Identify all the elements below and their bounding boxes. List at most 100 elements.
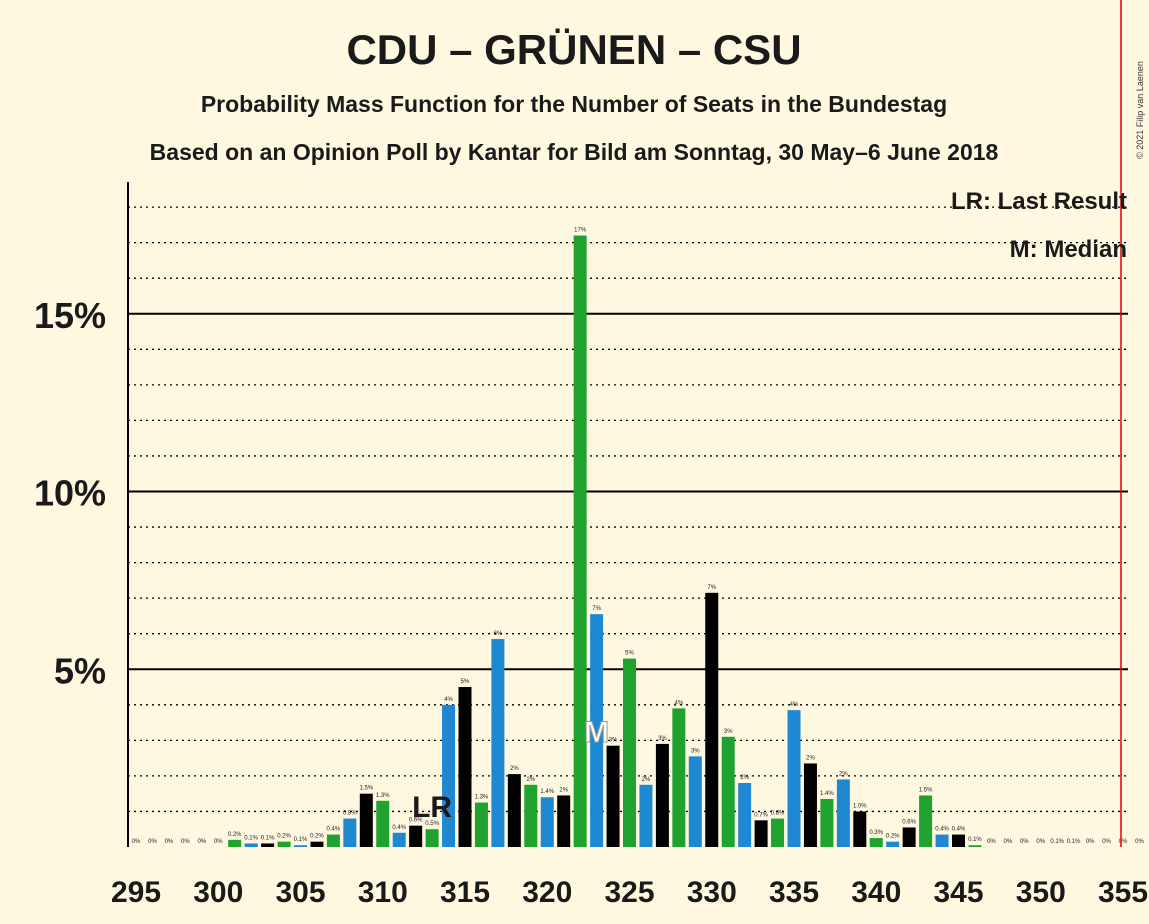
bar-value-label: 0.4% bbox=[392, 825, 406, 831]
bar-value-label: 1.3% bbox=[475, 795, 489, 801]
bar-value-label: 0.7% bbox=[754, 812, 768, 818]
y-tick-label: 5% bbox=[54, 650, 106, 691]
bar-value-label: 0.2% bbox=[228, 832, 242, 838]
bar-seat-318 bbox=[507, 774, 521, 847]
bar-seat-340 bbox=[869, 838, 883, 847]
bar-value-label: 0% bbox=[1020, 839, 1029, 845]
bar-seat-339 bbox=[853, 811, 867, 847]
x-tick-label: 315 bbox=[440, 876, 490, 909]
bar-seat-345 bbox=[952, 834, 965, 847]
bar-value-label: 0% bbox=[148, 839, 157, 845]
bar-value-label: 0% bbox=[1135, 839, 1144, 845]
bar-value-label: 2% bbox=[740, 775, 749, 781]
x-tick-label: 340 bbox=[851, 876, 901, 909]
bar-value-label: 0% bbox=[1004, 839, 1013, 845]
bar-value-label: 3% bbox=[609, 738, 618, 744]
median-marker: M bbox=[584, 716, 609, 749]
x-tick-label: 295 bbox=[111, 876, 161, 909]
bar-value-label: 7% bbox=[592, 606, 601, 612]
bar-value-label: 2% bbox=[559, 787, 568, 793]
bar-value-label: 0.1% bbox=[1050, 839, 1064, 845]
bar-value-label: 5% bbox=[625, 651, 634, 657]
bar-value-label: 0.1% bbox=[244, 835, 258, 841]
x-tick-label: 325 bbox=[604, 876, 654, 909]
bar-value-label: 4% bbox=[444, 697, 453, 703]
chart-subtitle-2: Based on an Opinion Poll by Kantar for B… bbox=[150, 139, 999, 165]
bar-value-label: 0.6% bbox=[409, 818, 423, 824]
x-tick-label: 350 bbox=[1016, 876, 1066, 909]
bar-value-label: 1.0% bbox=[853, 803, 867, 809]
x-tick-label: 305 bbox=[275, 876, 325, 909]
bar-value-label: 1.3% bbox=[376, 793, 390, 799]
bar-value-label: 1.5% bbox=[359, 786, 373, 792]
bar-value-label: 0% bbox=[987, 839, 996, 845]
bar-value-label: 0.8% bbox=[771, 811, 785, 817]
bar-seat-308 bbox=[343, 818, 357, 847]
bars bbox=[228, 235, 982, 848]
bar-value-label: 0.4% bbox=[935, 827, 949, 833]
bar-value-label: 3% bbox=[658, 736, 667, 742]
chart-subtitle: Probability Mass Function for the Number… bbox=[201, 91, 947, 117]
bar-seat-312 bbox=[409, 825, 423, 847]
bar-seat-320 bbox=[540, 797, 554, 847]
bar-seat-317 bbox=[491, 639, 505, 847]
bar-seat-301 bbox=[228, 839, 242, 847]
bar-seat-328 bbox=[672, 708, 686, 847]
bar-value-label: 0% bbox=[132, 839, 141, 845]
bar-value-label: 3% bbox=[691, 748, 700, 754]
bar-value-label: 0% bbox=[214, 839, 223, 845]
bar-value-label: 0% bbox=[165, 839, 174, 845]
x-tick-label: 345 bbox=[933, 876, 983, 909]
bar-value-label: 6% bbox=[494, 631, 503, 637]
bar-seat-325 bbox=[623, 658, 636, 847]
bar-value-label: 0% bbox=[197, 839, 206, 845]
bar-seat-314 bbox=[442, 704, 456, 847]
bar-value-label: 17% bbox=[574, 228, 587, 234]
bar-value-label: 0% bbox=[181, 839, 190, 845]
bar-value-label: 0.6% bbox=[902, 819, 916, 825]
bar-value-label: 0% bbox=[1102, 839, 1111, 845]
bar-value-label: 0% bbox=[1119, 839, 1128, 845]
bar-seat-343 bbox=[919, 795, 933, 847]
last-result-marker: LR bbox=[412, 791, 452, 824]
bar-value-label: 4% bbox=[675, 700, 684, 706]
chart-title: CDU – GRÜNEN – CSU bbox=[346, 26, 801, 73]
bar-value-label: 0.5% bbox=[425, 821, 439, 827]
legend-median: M: Median bbox=[1010, 236, 1127, 263]
bar-value-label: 4% bbox=[790, 702, 799, 708]
bar-seat-335 bbox=[787, 710, 801, 847]
bar-seat-346 bbox=[968, 845, 982, 847]
markers: LR M bbox=[412, 0, 1122, 847]
bar-seat-302 bbox=[244, 843, 258, 847]
bar-seat-338 bbox=[836, 779, 850, 847]
bar-seat-326 bbox=[639, 784, 653, 847]
bar-value-label: 3% bbox=[724, 729, 733, 735]
bar-value-label: 2% bbox=[510, 766, 519, 772]
bar-value-label: 7% bbox=[707, 585, 716, 591]
bar-value-label: 0% bbox=[1036, 839, 1045, 845]
bar-seat-310 bbox=[376, 800, 390, 847]
bar-seat-331 bbox=[721, 736, 735, 847]
bar-seat-337 bbox=[820, 799, 834, 847]
bar-value-label: 1.4% bbox=[820, 791, 834, 797]
bar-seat-306 bbox=[310, 841, 324, 847]
bar-value-label: 0.1% bbox=[294, 837, 308, 843]
bar-seat-321 bbox=[557, 795, 571, 847]
bar-seat-322 bbox=[573, 235, 587, 848]
x-tick-label: 320 bbox=[522, 876, 572, 909]
bar-value-label: 0.2% bbox=[310, 834, 324, 840]
bar-seat-323 bbox=[590, 614, 604, 847]
bar-value-label: 1.5% bbox=[919, 787, 933, 793]
bar-value-label: 0.4% bbox=[952, 827, 966, 833]
bar-value-label: 2% bbox=[806, 755, 815, 761]
x-tick-label: 300 bbox=[193, 876, 243, 909]
bar-value-label: 0.2% bbox=[277, 834, 291, 840]
x-tick-label: 355 bbox=[1098, 876, 1148, 909]
copyright-credit: © 2021 Filip van Laenen bbox=[1135, 61, 1145, 159]
bar-seat-344 bbox=[935, 834, 949, 847]
bar-value-label: 0.1% bbox=[968, 837, 982, 843]
bar-seat-329 bbox=[688, 756, 702, 847]
y-tick-label: 15% bbox=[34, 295, 106, 336]
axes: 5% 10% 15% 295 300 305 310 315 320 325 330 335 340 34… bbox=[34, 182, 1148, 909]
bar-labels: 0% 0% 0% 0% 0% 0%0.2%0.1% 0.1% 0.2%0.1%0.2%0.4%… bbox=[132, 228, 1145, 845]
